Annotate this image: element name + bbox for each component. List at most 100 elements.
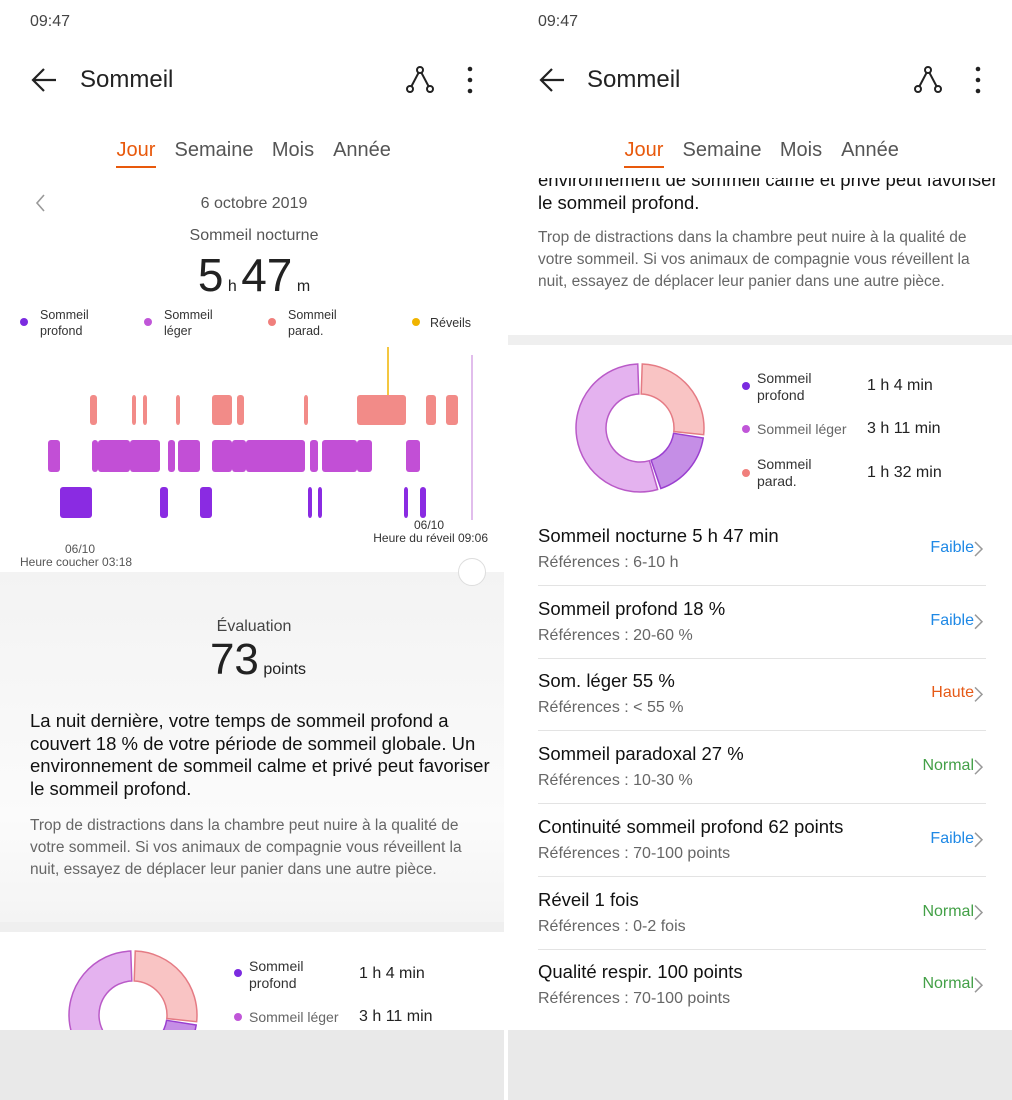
legend-label: Sommeil profond xyxy=(40,308,89,338)
summary: La nuit dernière, votre temps de sommeil… xyxy=(538,178,998,213)
hours: 5 xyxy=(197,249,224,301)
hypnogram-block xyxy=(168,440,175,472)
breakdown-value: 3 h 11 min xyxy=(867,420,941,437)
metric-status[interactable]: Faible xyxy=(930,611,974,629)
hours-unit: h xyxy=(227,278,237,295)
hypnogram-block xyxy=(406,440,420,472)
legend-dot xyxy=(742,469,750,477)
slider-handle[interactable] xyxy=(458,558,486,586)
tab[interactable]: Mois xyxy=(779,139,823,161)
legend-dot xyxy=(20,318,28,326)
row-divider xyxy=(538,875,986,877)
hypnogram-block xyxy=(420,487,426,518)
hypnogram-block xyxy=(212,395,232,425)
metric-reference: Références : 6-10 h xyxy=(538,554,679,571)
metric-status[interactable]: Faible xyxy=(930,539,974,556)
tab[interactable]: Mois xyxy=(271,139,315,161)
legend-dot xyxy=(234,969,242,977)
hypnogram-block xyxy=(98,440,130,472)
donut-segment xyxy=(133,950,198,1023)
chevron[interactable] xyxy=(974,614,984,630)
row-divider xyxy=(538,730,986,732)
chevron[interactable] xyxy=(974,832,984,848)
menu-dot[interactable] xyxy=(975,66,981,72)
share-node xyxy=(924,66,932,74)
nav-bar xyxy=(508,1030,1012,1100)
tab-underline xyxy=(116,166,156,168)
hypnogram-block xyxy=(357,440,372,472)
legend-dot xyxy=(268,318,276,326)
share-node xyxy=(406,85,414,93)
tab[interactable]: Semaine xyxy=(682,139,762,161)
hypnogram-block xyxy=(176,395,180,425)
hypnogram-block xyxy=(232,440,246,472)
hypnogram-block xyxy=(426,395,436,425)
hypnogram-block xyxy=(60,487,92,518)
score: 73 xyxy=(209,635,259,684)
graphics xyxy=(539,66,984,1072)
date-back[interactable] xyxy=(35,194,45,212)
hypnogram-block xyxy=(404,487,408,518)
hypnogram-block xyxy=(310,440,318,472)
row-divider xyxy=(538,585,986,586)
menu-dot[interactable] xyxy=(467,66,473,72)
date: 6 octobre 2019 xyxy=(200,195,308,212)
duration: 5 h 47 m xyxy=(198,248,310,302)
menu-dot[interactable] xyxy=(467,77,473,83)
metric-status[interactable]: Normal xyxy=(922,975,974,993)
metric-reference: Références : < 55 % xyxy=(538,699,684,717)
row-divider xyxy=(538,657,986,659)
breakdown-value: 1 h 4 min xyxy=(867,377,933,394)
evaluation-label: Évaluation xyxy=(216,618,292,635)
tab[interactable]: Jour xyxy=(116,139,156,161)
score-unit: points xyxy=(263,661,307,678)
tab[interactable]: Année xyxy=(333,139,391,161)
advice: Trop de distractions dans la chambre peu… xyxy=(30,817,462,878)
hypnogram-block xyxy=(90,395,97,425)
metric-status[interactable]: Normal xyxy=(922,902,974,920)
minutes: 47 xyxy=(241,249,293,301)
chevron[interactable] xyxy=(974,904,984,921)
metric-status[interactable]: Faible xyxy=(930,829,974,847)
chevron[interactable] xyxy=(974,759,984,775)
donut-segment xyxy=(650,432,705,490)
breakdown-label: Sommeil profond xyxy=(757,370,812,403)
hypnogram-block xyxy=(143,395,147,425)
chevron[interactable] xyxy=(974,541,984,557)
breakdown-value: 1 h 32 min xyxy=(867,464,942,481)
row-divider xyxy=(538,948,986,950)
bedtime-date: 06/10 xyxy=(64,542,96,556)
menu-dot[interactable] xyxy=(975,77,981,83)
evaluation-panel xyxy=(0,572,504,922)
legend-dot xyxy=(412,318,420,326)
share-node xyxy=(416,66,424,74)
menu-dot[interactable] xyxy=(467,88,473,94)
separator xyxy=(0,922,504,932)
metric-reference: Références : 70-100 points xyxy=(538,990,731,1008)
chevron[interactable] xyxy=(974,686,984,702)
menu-dot[interactable] xyxy=(975,88,981,94)
wake-date: 06/10 xyxy=(413,518,445,532)
legend-label: Sommeil parad. xyxy=(288,308,337,338)
screen-left: 09:47 Sommeil Jour Semaine Mois Année 6 … xyxy=(0,0,504,1100)
metric-status[interactable]: Normal xyxy=(922,757,974,775)
advice: Trop de distractions dans la chambre peu… xyxy=(538,229,970,290)
hypnogram-block xyxy=(92,440,98,472)
metric-reference: Références : 20-60 % xyxy=(538,626,693,644)
back-button[interactable] xyxy=(539,68,564,92)
chevron[interactable] xyxy=(974,977,984,993)
back-button[interactable] xyxy=(31,68,56,92)
hypnogram-block xyxy=(200,487,212,518)
nav-bar xyxy=(0,1030,504,1100)
tab[interactable]: Semaine xyxy=(174,139,254,161)
tab[interactable]: Année xyxy=(841,139,899,161)
share-node xyxy=(426,85,434,93)
tab[interactable]: Jour xyxy=(624,139,664,161)
breakdown-label: Sommeil parad. xyxy=(757,456,812,489)
metric-name: Sommeil nocturne 5 h 47 min xyxy=(538,525,779,546)
bedtime-label: Heure coucher 03:18 xyxy=(20,555,133,569)
status-time: 09:47 xyxy=(30,13,71,30)
metric-status[interactable]: Haute xyxy=(931,684,974,702)
hypnogram-block xyxy=(48,440,60,472)
